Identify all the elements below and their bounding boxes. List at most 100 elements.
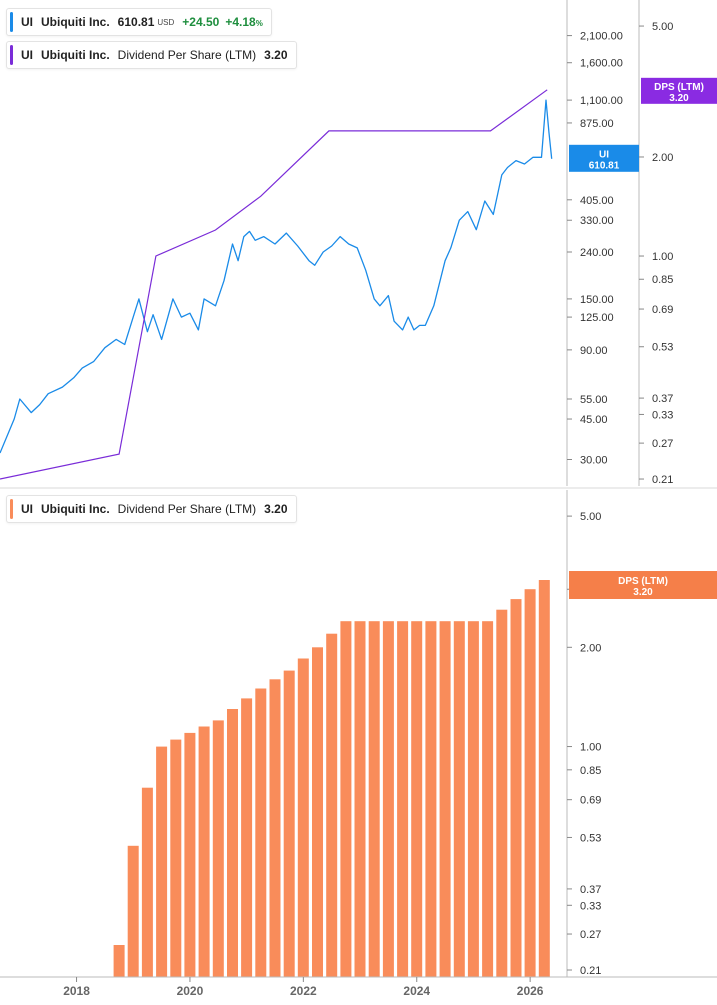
x-axis-tick-label: 2024 bbox=[403, 984, 430, 998]
tag-line-2: 3.20 bbox=[633, 587, 653, 598]
price-axis-tick-label: 150.00 bbox=[580, 294, 614, 306]
legend-company-name: Ubiquiti Inc. bbox=[41, 15, 110, 29]
tag-background bbox=[569, 571, 717, 600]
legend-price[interactable]: UI Ubiquiti Inc. 610.81 USD +24.50 +4.18… bbox=[6, 8, 272, 36]
legend-metric-value: 3.20 bbox=[264, 48, 288, 62]
bar-axis-tick-label: 1.00 bbox=[580, 742, 601, 754]
dps-bar bbox=[439, 621, 451, 977]
dps-bar bbox=[482, 621, 494, 977]
x-axis-tick-label: 2018 bbox=[63, 984, 90, 998]
x-axis-tick-label: 2026 bbox=[517, 984, 544, 998]
tag-line-2: 3.20 bbox=[669, 93, 689, 104]
price-axis-tick-label: 1,100.00 bbox=[580, 95, 623, 107]
legend-company-name: Ubiquiti Inc. bbox=[41, 48, 110, 62]
legend-ticker: UI bbox=[21, 15, 33, 29]
dps-bar bbox=[524, 589, 536, 977]
bar-axis-tick-label: 0.27 bbox=[580, 929, 601, 941]
price-axis-tick-label: 330.00 bbox=[580, 215, 614, 227]
legend-company-name: Ubiquiti Inc. bbox=[41, 502, 110, 516]
dps-bar bbox=[283, 670, 295, 977]
dps-bar bbox=[411, 621, 423, 977]
dps-series-line bbox=[0, 89, 548, 480]
x-axis-tick-label: 2020 bbox=[177, 984, 204, 998]
series-color-swatch bbox=[10, 12, 13, 32]
dps-axis-tick-label: 0.37 bbox=[652, 393, 673, 405]
price-axis-tick-label: 125.00 bbox=[580, 312, 614, 324]
dps-axis-tick-label: 0.53 bbox=[652, 342, 673, 354]
dps-axis-tick-label: 5.00 bbox=[652, 21, 673, 33]
series-color-swatch bbox=[10, 499, 13, 519]
dps-axis-tick-label: 2.00 bbox=[652, 152, 673, 164]
bar-axis-tick-label: 0.21 bbox=[580, 965, 601, 977]
dps-axis-tick-label: 0.33 bbox=[652, 409, 673, 421]
dps-bar bbox=[368, 621, 380, 977]
legend-ticker: UI bbox=[21, 48, 33, 62]
dps-bar bbox=[297, 658, 309, 977]
dps-bar bbox=[227, 709, 238, 977]
price-axis-tick-label: 30.00 bbox=[580, 454, 608, 466]
bar-axis-tick-label: 0.37 bbox=[580, 884, 601, 896]
dps-axis-tick-label: 0.85 bbox=[652, 274, 673, 286]
dps-bar bbox=[212, 720, 224, 977]
dps-bar bbox=[538, 580, 550, 977]
dps-bar bbox=[198, 726, 210, 977]
dps-bar bbox=[354, 621, 366, 977]
legend-price-change: +24.50 bbox=[182, 15, 220, 29]
bar-axis-tick-label: 5.00 bbox=[580, 511, 601, 523]
legend-ticker: UI bbox=[21, 502, 33, 516]
price-axis-tick-label: 90.00 bbox=[580, 345, 608, 357]
x-axis-tick-label: 2022 bbox=[290, 984, 317, 998]
price-axis-tick-label: 45.00 bbox=[580, 414, 608, 426]
legend-dps-bottom[interactable]: UI Ubiquiti Inc. Dividend Per Share (LTM… bbox=[6, 495, 297, 523]
tag-line-1: UI bbox=[599, 149, 609, 160]
bar-axis-tick-label: 0.85 bbox=[580, 765, 601, 777]
legend-dps-top[interactable]: UI Ubiquiti Inc. Dividend Per Share (LTM… bbox=[6, 41, 297, 69]
dps-axis-tick-label: 0.69 bbox=[652, 304, 673, 316]
dps-bar bbox=[113, 945, 125, 977]
dps-bar bbox=[425, 621, 437, 977]
dps-axis-tick-label: 0.27 bbox=[652, 438, 673, 450]
dps-bar bbox=[170, 739, 182, 977]
tag-line-2: 610.81 bbox=[589, 160, 620, 171]
tag-background bbox=[569, 144, 639, 172]
dps-bar bbox=[467, 621, 479, 977]
dps-bar bbox=[241, 698, 253, 977]
pct-sign: % bbox=[255, 19, 263, 28]
dps-value-tag: DPS (LTM)3.20 bbox=[641, 77, 717, 104]
dps-axis-tick-label: 1.00 bbox=[652, 251, 673, 263]
legend-currency: USD bbox=[157, 17, 175, 27]
dps-bar bbox=[510, 599, 522, 977]
price-axis-tick-label: 405.00 bbox=[580, 195, 614, 207]
dps-bar-value-tag: DPS (LTM)3.20 bbox=[569, 571, 717, 600]
dps-bar bbox=[255, 688, 267, 977]
dps-bar bbox=[326, 633, 338, 977]
bar-axis-tick-label: 0.33 bbox=[580, 900, 601, 912]
price-dps-chart bbox=[0, 89, 553, 480]
dps-axis-tick-label: 0.21 bbox=[652, 474, 673, 486]
price-series-line bbox=[0, 99, 553, 454]
price-axis-tick-label: 875.00 bbox=[580, 118, 614, 130]
dps-bar bbox=[127, 845, 139, 977]
dps-bar-chart bbox=[113, 580, 550, 977]
tag-line-1: DPS (LTM) bbox=[654, 82, 704, 93]
dps-bar bbox=[397, 621, 409, 977]
bar-axis-tick-label: 0.53 bbox=[580, 832, 601, 844]
dps-bar bbox=[453, 621, 465, 977]
dps-bar bbox=[184, 732, 196, 977]
pct-value: +4.18 bbox=[225, 15, 256, 29]
series-color-swatch bbox=[10, 45, 13, 65]
dps-bar bbox=[269, 679, 281, 977]
dps-bar bbox=[382, 621, 394, 977]
legend-metric-name: Dividend Per Share (LTM) bbox=[117, 48, 257, 62]
price-axis-tick-label: 240.00 bbox=[580, 247, 614, 259]
dps-bar bbox=[496, 609, 508, 977]
price-axis-tick-label: 1,600.00 bbox=[580, 58, 623, 70]
legend-metric-value: 3.20 bbox=[264, 502, 288, 516]
bar-axis-tick-label: 0.69 bbox=[580, 795, 601, 807]
dps-bar bbox=[312, 647, 323, 977]
bar-axis-tick-label: 2.00 bbox=[580, 642, 601, 654]
dps-bar bbox=[156, 746, 168, 977]
